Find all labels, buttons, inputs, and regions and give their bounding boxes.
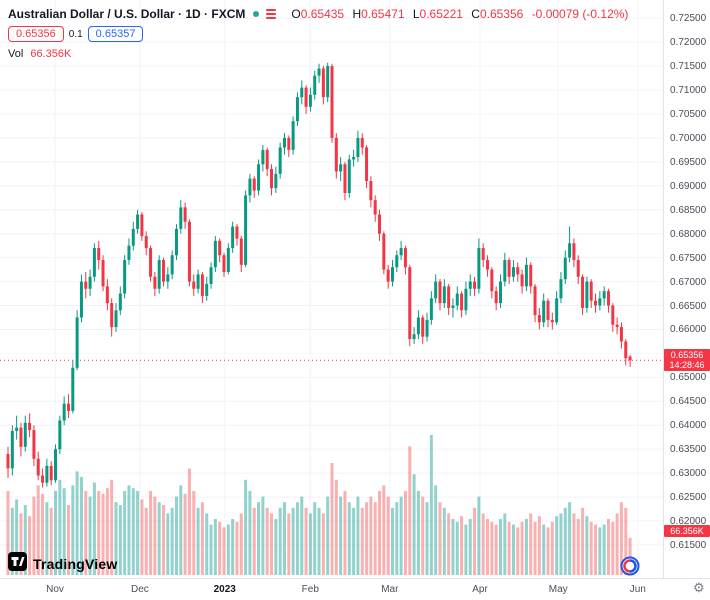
market-status-icon[interactable] <box>253 11 260 17</box>
symbol-title[interactable]: Australian Dollar / U.S. Dollar · 1D · F… <box>8 7 246 21</box>
price-axis[interactable]: 0.72500 0.72000 0.71500 0.71000 0.70500 0.700… <box>663 0 710 578</box>
time-axis-label: Jun <box>629 584 646 595</box>
bar-countdown: 14:28:46 <box>669 360 705 371</box>
open-value: 0.65435 <box>300 7 345 21</box>
buy-ask-button[interactable]: 0.65357 <box>87 26 144 42</box>
price-axis-label: 0.63500 <box>670 444 707 456</box>
close-label: C <box>471 7 480 21</box>
ohlc-menu-icon[interactable] <box>266 9 277 19</box>
time-axis-label: 2023 <box>213 584 236 595</box>
volume-axis-tag: 66.356K <box>664 524 710 537</box>
price-axis-label: 0.64500 <box>670 396 707 408</box>
ohlc-values: O0.65435 H0.65471 L0.65221 C0.65356 -0.0… <box>286 7 628 21</box>
high-value: 0.65471 <box>361 7 405 21</box>
time-axis-label: Mar <box>381 584 399 595</box>
chart-legend: Australian Dollar / U.S. Dollar · 1D · F… <box>8 7 628 60</box>
price-axis-label: 0.68500 <box>670 204 707 216</box>
price-axis-label: 0.71500 <box>670 61 707 73</box>
axis-settings-gear-icon[interactable]: ⚙ <box>693 580 705 595</box>
price-axis-label: 0.68000 <box>670 228 707 240</box>
price-axis-label: 0.72500 <box>670 13 707 25</box>
close-value: 0.65356 <box>479 7 524 21</box>
open-label: O <box>291 7 301 21</box>
volume-label[interactable]: Vol <box>8 48 24 60</box>
tradingview-logo-icon <box>8 552 27 576</box>
price-axis-label: 0.69500 <box>670 156 707 168</box>
last-price-tag: 0.65356 14:28:46 <box>664 349 710 372</box>
price-axis-label: 0.67000 <box>670 276 707 288</box>
broker-logo-icon[interactable] <box>620 556 640 581</box>
price-axis-label: 0.70500 <box>670 108 707 120</box>
change-value: -0.00079 (-0.12%) <box>531 7 629 21</box>
price-axis-label: 0.67500 <box>670 252 707 264</box>
price-axis-label: 0.64000 <box>670 420 707 432</box>
low-value: 0.65221 <box>419 7 463 21</box>
price-axis-label: 0.61500 <box>670 539 707 551</box>
price-axis-label: 0.66500 <box>670 300 707 312</box>
high-label: H <box>352 7 362 21</box>
tradingview-logo[interactable]: TradingView <box>8 552 117 576</box>
sell-bid-button[interactable]: 0.65356 <box>8 26 64 42</box>
price-axis-label: 0.66000 <box>670 324 707 336</box>
time-axis-label: Dec <box>130 584 149 595</box>
price-axis-label: 0.69000 <box>670 180 707 192</box>
time-axis-label: Nov <box>46 584 64 595</box>
time-axis-label: Apr <box>472 584 488 595</box>
last-price-value: 0.65356 <box>670 350 704 361</box>
spread-value: 0.1 <box>68 28 83 40</box>
price-axis-label: 0.62000 <box>670 516 707 527</box>
price-axis-label: 0.71000 <box>670 85 707 97</box>
low-label: L <box>412 7 420 21</box>
price-axis-label: 0.72000 <box>670 37 707 49</box>
time-axis-label: May <box>548 584 568 595</box>
time-axis-label: Feb <box>301 584 319 595</box>
price-axis-label: 0.70000 <box>670 132 707 144</box>
time-axis[interactable]: Nov Dec 2023 Feb Mar Apr May Jun <box>0 578 710 600</box>
volume-current-value: 66.356K <box>30 48 72 60</box>
price-axis-label: 0.63000 <box>670 468 707 480</box>
price-axis-label: 0.65000 <box>670 372 707 384</box>
price-axis-label: 0.62500 <box>670 492 707 504</box>
tradingview-logo-text: TradingView <box>33 556 118 572</box>
candlestick-chart[interactable] <box>0 0 663 578</box>
